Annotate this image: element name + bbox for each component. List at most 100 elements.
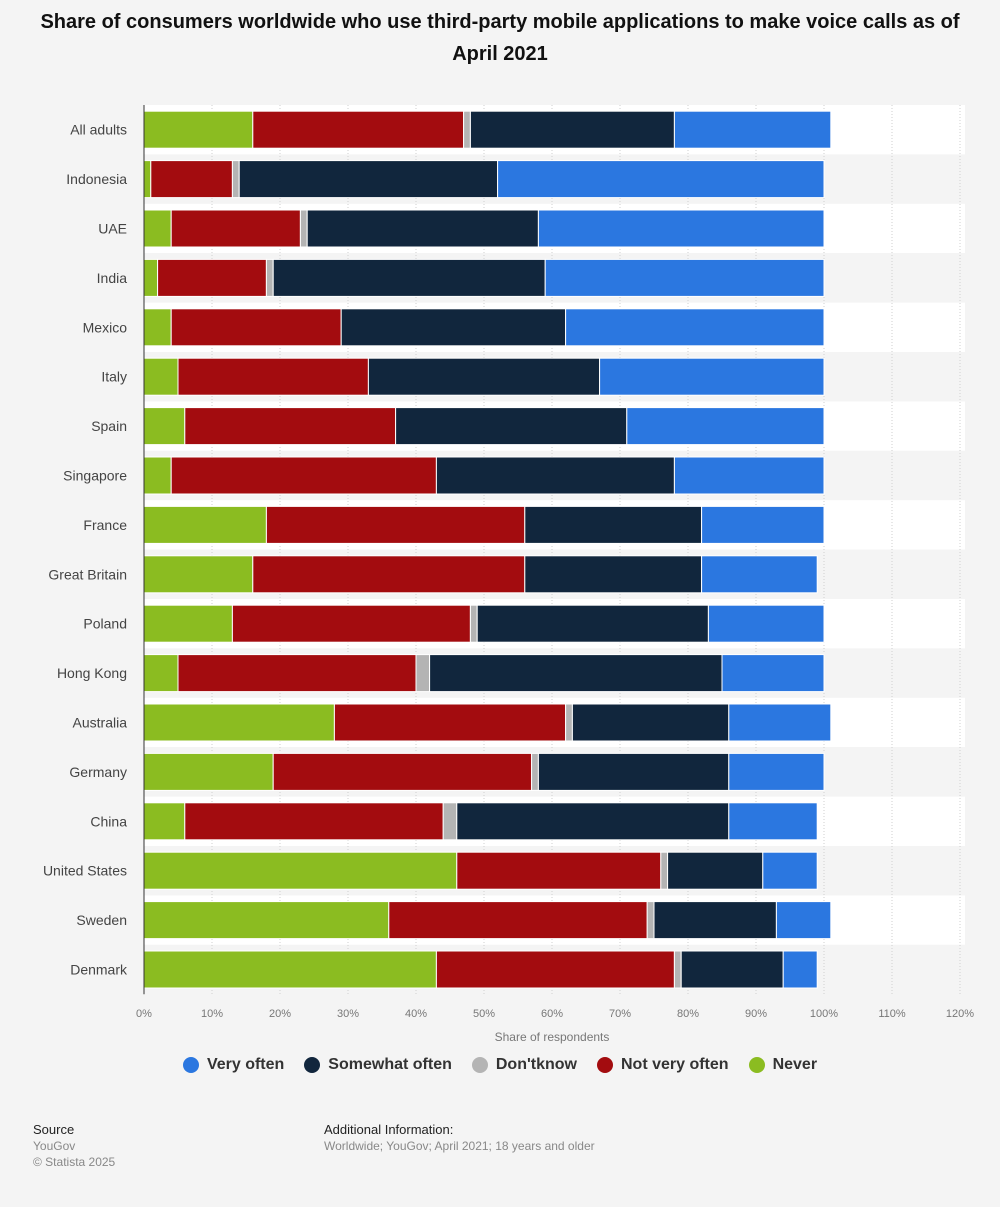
bar-never xyxy=(143,160,152,199)
bar-somewhat-often xyxy=(306,209,539,248)
bar-very-often xyxy=(497,160,825,199)
bar-never xyxy=(143,703,335,742)
category-label: France xyxy=(83,517,127,533)
bar-never xyxy=(143,802,186,841)
category-label: Australia xyxy=(73,715,128,731)
category-label: India xyxy=(97,270,128,286)
bar-very-often xyxy=(673,110,832,149)
legend-marker xyxy=(182,1057,199,1073)
bar-very-often xyxy=(782,950,818,989)
additional-info-text: Worldwide; YouGov; April 2021; 18 years … xyxy=(324,1139,595,1153)
x-tick-label: 60% xyxy=(541,1008,563,1020)
legend-label: Don'tknow xyxy=(495,1056,577,1073)
bar-not-very-often xyxy=(177,654,417,693)
bar-not-very-often xyxy=(456,851,662,890)
legend-item-not-very-often[interactable]: Not very often xyxy=(596,1056,729,1074)
category-label: All adults xyxy=(70,122,127,138)
category-label: Singapore xyxy=(63,468,127,484)
x-tick-label: 50% xyxy=(473,1008,495,1020)
bar-don-tknow xyxy=(299,209,308,248)
bar-not-very-often xyxy=(184,407,397,446)
x-tick-label: 120% xyxy=(946,1008,974,1020)
bar-not-very-often xyxy=(252,110,465,149)
category-label: China xyxy=(90,813,127,829)
legend-marker xyxy=(304,1057,321,1073)
x-tick-label: 80% xyxy=(677,1008,699,1020)
legend-item-somewhat-often[interactable]: Somewhat often xyxy=(304,1056,452,1074)
source-block: Source YouGov © Statista 2025 xyxy=(33,1122,115,1170)
bar-never xyxy=(143,308,172,347)
category-label: Great Britain xyxy=(48,566,127,582)
bar-very-often xyxy=(701,505,825,544)
bar-very-often xyxy=(673,456,825,495)
bar-don-tknow xyxy=(531,752,539,791)
legend-label: Very often xyxy=(206,1056,285,1073)
bar-not-very-often xyxy=(272,752,533,791)
bar-never xyxy=(143,456,172,495)
bar-never xyxy=(143,505,267,544)
category-label: Germany xyxy=(69,764,127,780)
chart-plot: All adults Indonesia UAE India Mexico Italy Sp… xyxy=(43,105,974,1044)
category-label: Denmark xyxy=(70,962,128,978)
source-line-0: YouGov xyxy=(33,1139,76,1153)
additional-info-heading: Additional Information: xyxy=(324,1122,454,1137)
bar-not-very-often xyxy=(333,703,567,742)
bar-don-tknow xyxy=(442,802,458,841)
x-tick-label: 40% xyxy=(405,1008,427,1020)
category-label: Mexico xyxy=(83,319,128,335)
bar-very-often xyxy=(544,258,825,297)
bar-somewhat-often xyxy=(435,456,675,495)
bar-very-often xyxy=(728,802,818,841)
legend-item-don-tknow[interactable]: Don'tknow xyxy=(471,1056,577,1074)
bar-not-very-often xyxy=(150,160,233,199)
bar-very-often xyxy=(728,703,832,742)
bar-never xyxy=(143,357,179,396)
legend-marker xyxy=(596,1057,613,1073)
x-tick-label: 30% xyxy=(337,1008,359,1020)
bar-not-very-often xyxy=(184,802,444,841)
bar-never xyxy=(143,209,172,248)
bar-somewhat-often xyxy=(537,752,730,791)
legend-item-very-often[interactable]: Very often xyxy=(182,1056,285,1074)
bar-very-often xyxy=(775,901,832,940)
bar-somewhat-often xyxy=(238,160,499,199)
additional-info-block: Additional Information: Worldwide; YouGo… xyxy=(324,1122,595,1154)
bar-very-often xyxy=(565,308,825,347)
bar-somewhat-often xyxy=(571,703,730,742)
bar-don-tknow xyxy=(565,703,573,742)
bar-not-very-often xyxy=(265,505,526,544)
bar-never xyxy=(143,258,159,297)
bar-don-tknow xyxy=(673,950,682,989)
chart-title: Share of consumers worldwide who use thi… xyxy=(40,11,960,65)
legend-item-never[interactable]: Never xyxy=(748,1056,817,1074)
bar-never xyxy=(143,901,390,940)
bar-never xyxy=(143,604,233,643)
source-heading: Source xyxy=(33,1122,75,1137)
bar-somewhat-often xyxy=(367,357,601,396)
bar-not-very-often xyxy=(170,456,437,495)
bar-very-often xyxy=(537,209,825,248)
bar-not-very-often xyxy=(252,555,526,594)
bar-somewhat-often xyxy=(476,604,709,643)
bar-never xyxy=(143,407,186,446)
bar-never xyxy=(143,654,179,693)
bar-somewhat-often xyxy=(469,110,675,149)
bar-don-tknow xyxy=(646,901,655,940)
bar-never xyxy=(143,851,458,890)
bar-somewhat-often xyxy=(524,555,703,594)
bar-not-very-often xyxy=(435,950,675,989)
bar-not-very-often xyxy=(177,357,369,396)
bar-not-very-often xyxy=(231,604,471,643)
bar-very-often xyxy=(701,555,818,594)
bar-somewhat-often xyxy=(653,901,777,940)
bar-don-tknow xyxy=(231,160,240,199)
bar-very-often xyxy=(626,407,825,446)
bar-somewhat-often xyxy=(667,851,764,890)
x-tick-label: 70% xyxy=(609,1008,631,1020)
bar-not-very-often xyxy=(170,308,342,347)
bar-somewhat-often xyxy=(429,654,723,693)
bar-very-often xyxy=(762,851,818,890)
bar-don-tknow xyxy=(463,110,471,149)
bar-somewhat-often xyxy=(680,950,784,989)
legend-label: Not very often xyxy=(620,1056,729,1073)
